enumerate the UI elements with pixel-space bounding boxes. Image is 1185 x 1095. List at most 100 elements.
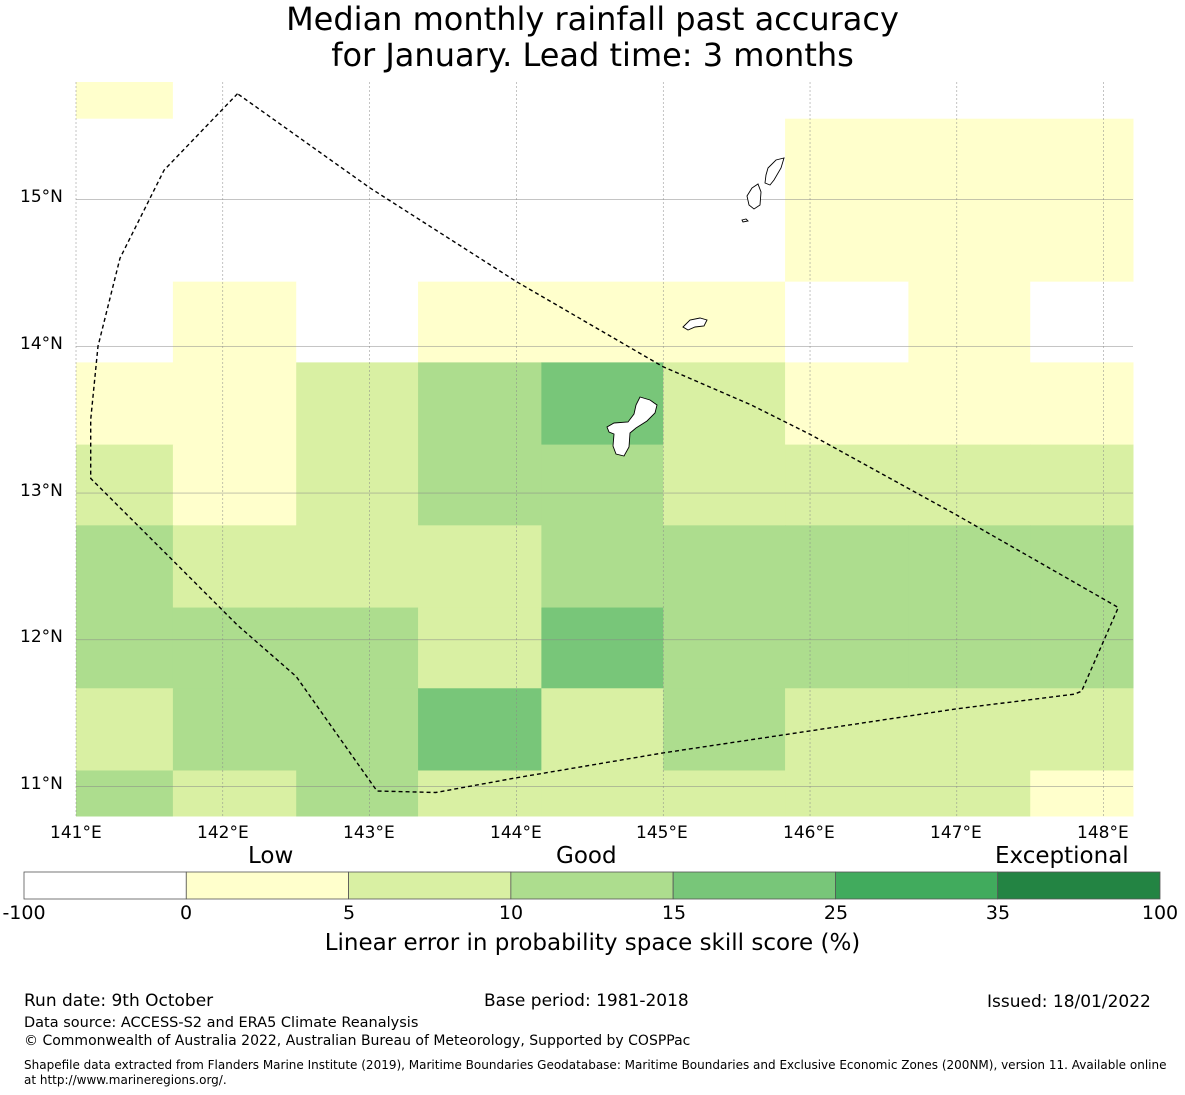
grid-cell — [908, 444, 1031, 526]
lon-label-146: 146°E — [783, 823, 835, 843]
colorbar-swatch — [997, 871, 1161, 900]
grid-cell — [418, 688, 542, 771]
colorbar-tick-10: 10 — [498, 902, 524, 924]
grid-cell — [1030, 82, 1134, 120]
grid-cell — [296, 281, 419, 363]
grid-cell — [541, 525, 664, 609]
title-line-1: Median monthly rainfall past accuracy — [286, 0, 899, 38]
grid-cell — [76, 688, 174, 771]
grid-cell — [296, 688, 419, 771]
colorbar-tick-25: 25 — [823, 902, 849, 924]
grid-cell — [418, 607, 542, 689]
lat-label-13: 13°N — [20, 481, 63, 501]
colorbar-tick-0: 0 — [179, 902, 193, 924]
colorbar-word-good: Good — [556, 843, 617, 869]
colorbar-tick-15: 15 — [661, 902, 687, 924]
grid-cell — [541, 281, 664, 363]
colorbar-word-low: Low — [248, 843, 294, 869]
grid-cell — [541, 607, 664, 689]
grid-cell — [76, 82, 174, 120]
lat-label-12: 12°N — [20, 627, 63, 647]
lon-label-145: 145°E — [636, 823, 688, 843]
lon-label-148: 148°E — [1077, 823, 1129, 843]
lon-label-143: 143°E — [343, 823, 395, 843]
issued-date: Issued: 18/01/2022 — [987, 992, 1151, 1012]
island-tinian — [746, 183, 762, 210]
grid-cell — [76, 525, 174, 609]
lon-label-142: 142°E — [197, 823, 249, 843]
grid-cell — [785, 770, 909, 817]
copyright: © Commonwealth of Australia 2022, Austra… — [24, 1033, 691, 1049]
grid-cell — [785, 82, 909, 120]
lon-label-141: 141°E — [50, 823, 102, 843]
grid-cell — [541, 688, 664, 771]
eez-boundary — [90, 93, 1120, 794]
grid-cell — [785, 688, 909, 771]
grid-cell — [663, 82, 786, 120]
grid-cell — [296, 770, 419, 817]
lon-label-147: 147°E — [930, 823, 982, 843]
colorbar-tick-5: 5 — [342, 902, 356, 924]
grid-cell — [541, 118, 664, 283]
grid-cell — [908, 281, 1031, 363]
island-rota — [682, 317, 708, 331]
grid-cell — [172, 607, 297, 689]
grid-cell — [172, 118, 297, 283]
grid-cell — [785, 362, 909, 446]
colorbar-swatch — [672, 871, 836, 900]
grid-cell — [663, 281, 786, 363]
colorbar-swatch — [510, 871, 674, 900]
grid-cell — [418, 118, 542, 283]
graticule — [75, 82, 1133, 816]
grid-cell — [541, 82, 664, 120]
colorbar-swatch — [348, 871, 512, 900]
grid-cell — [76, 444, 174, 526]
colorbar-tick-100: 100 — [1141, 902, 1179, 924]
grid-cell — [785, 118, 909, 283]
colorbar-label: Linear error in probability space skill … — [324, 930, 861, 956]
grid-cell — [663, 444, 786, 526]
lat-label-11: 11°N — [20, 774, 63, 794]
grid-cell — [908, 770, 1031, 817]
colorbar-swatch — [185, 871, 349, 900]
island-outlines — [606, 157, 785, 457]
grid-cell — [785, 607, 909, 689]
grid-cell — [1030, 688, 1134, 771]
grid-cell — [908, 688, 1031, 771]
grid-cell — [76, 607, 174, 689]
data-source: Data source: ACCESS-S2 and ERA5 Climate … — [24, 1015, 419, 1031]
grid-cell — [418, 281, 542, 363]
grid-cell — [908, 607, 1031, 689]
skill-grid-cells — [76, 82, 1134, 817]
colorbar-tick-minus100: -100 — [2, 902, 46, 924]
grid-cell — [296, 362, 419, 446]
grid-cell — [172, 688, 297, 771]
lat-label-15: 15°N — [20, 187, 63, 207]
grid-cell — [1030, 281, 1134, 363]
grid-cell — [296, 525, 419, 609]
grid-cell — [541, 770, 664, 817]
grid-cell — [76, 770, 174, 817]
island-aguijan — [741, 218, 749, 223]
grid-cell — [663, 607, 786, 689]
grid-cell — [296, 444, 419, 526]
grid-cell — [1030, 525, 1134, 609]
grid-cell — [76, 362, 174, 446]
grid-cell — [1030, 362, 1134, 446]
grid-cell — [296, 118, 419, 283]
grid-cell — [172, 770, 297, 817]
grid-cell — [1030, 118, 1134, 283]
shapefile-credit-line-2: at http://www.marineregions.org/. — [24, 1073, 227, 1087]
grid-cell — [663, 688, 786, 771]
island-guam — [606, 396, 658, 457]
run-date: Run date: 9th October — [24, 991, 214, 1011]
grid-cell — [76, 118, 174, 283]
grid-cell — [1030, 607, 1134, 689]
grid-cell — [418, 444, 542, 526]
grid-cell — [1030, 444, 1134, 526]
colorbar-word-exceptional: Exceptional — [995, 843, 1129, 869]
island-saipan — [764, 157, 785, 186]
grid-cell — [908, 118, 1031, 283]
colorbar-swatch — [835, 871, 999, 900]
grid-cell — [418, 770, 542, 817]
